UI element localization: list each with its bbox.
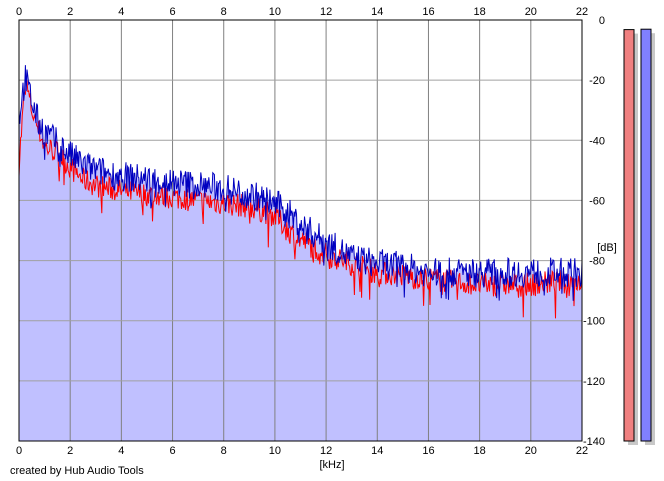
spectrum-fill-layer <box>19 65 582 441</box>
series-layer <box>18 65 583 319</box>
plot-border <box>18 19 583 442</box>
y-tick-label: -100 <box>583 316 605 328</box>
grid-layer <box>18 19 583 442</box>
level-meters <box>623 28 655 445</box>
x-tick-label-top: 4 <box>118 6 124 18</box>
x-tick-label-top: 10 <box>269 6 281 18</box>
y-tick-label: -60 <box>589 195 605 207</box>
y-tick-labels: 0 -20 -40 -60 -80 -100 -120 -140 <box>583 15 605 448</box>
y-tick-label: -40 <box>589 135 605 147</box>
x-tick-label-bottom: 22 <box>576 445 588 457</box>
y-tick-label: -120 <box>583 376 605 388</box>
x-tick-labels-bottom: 0 2 4 6 8 10 12 14 16 18 20 22 <box>16 445 588 457</box>
y-tick-label: -80 <box>589 256 605 268</box>
x-tick-label-bottom: 18 <box>474 445 486 457</box>
left-level-meter <box>623 29 635 442</box>
y-axis-label: [dB] <box>597 242 617 254</box>
x-tick-label-bottom: 16 <box>422 445 434 457</box>
x-tick-label-bottom: 10 <box>269 445 281 457</box>
x-tick-label-bottom: 8 <box>221 445 227 457</box>
x-tick-label-top: 0 <box>16 6 22 18</box>
spectrum-fill <box>19 65 582 441</box>
x-tick-label-top: 20 <box>525 6 537 18</box>
plot-frame <box>18 19 583 442</box>
right-level-meter <box>640 28 652 442</box>
x-tick-label-top: 14 <box>371 6 383 18</box>
x-tick-label-top: 12 <box>320 6 332 18</box>
credit-text: created by Hub Audio Tools <box>10 465 144 477</box>
x-tick-labels-top: 0 2 4 6 8 10 12 14 16 18 20 22 <box>16 6 588 18</box>
series-line-1 <box>18 80 583 319</box>
x-tick-label-top: 22 <box>576 6 588 18</box>
x-tick-label-top: 18 <box>474 6 486 18</box>
y-tick-label: -140 <box>583 436 605 448</box>
y-tick-label: 0 <box>599 15 605 27</box>
x-tick-label-bottom: 12 <box>320 445 332 457</box>
x-tick-label-bottom: 6 <box>169 445 175 457</box>
x-tick-label-bottom: 2 <box>67 445 73 457</box>
y-tick-label: -20 <box>589 75 605 87</box>
x-tick-label-top: 2 <box>67 6 73 18</box>
x-tick-label-bottom: 14 <box>371 445 383 457</box>
x-tick-label-bottom: 0 <box>16 445 22 457</box>
x-axis-label: [kHz] <box>319 459 344 471</box>
x-tick-label-bottom: 20 <box>525 445 537 457</box>
x-tick-label-bottom: 4 <box>118 445 124 457</box>
x-tick-label-top: 8 <box>221 6 227 18</box>
series-line-2 <box>18 65 583 301</box>
x-tick-label-top: 6 <box>169 6 175 18</box>
x-tick-label-top: 16 <box>422 6 434 18</box>
